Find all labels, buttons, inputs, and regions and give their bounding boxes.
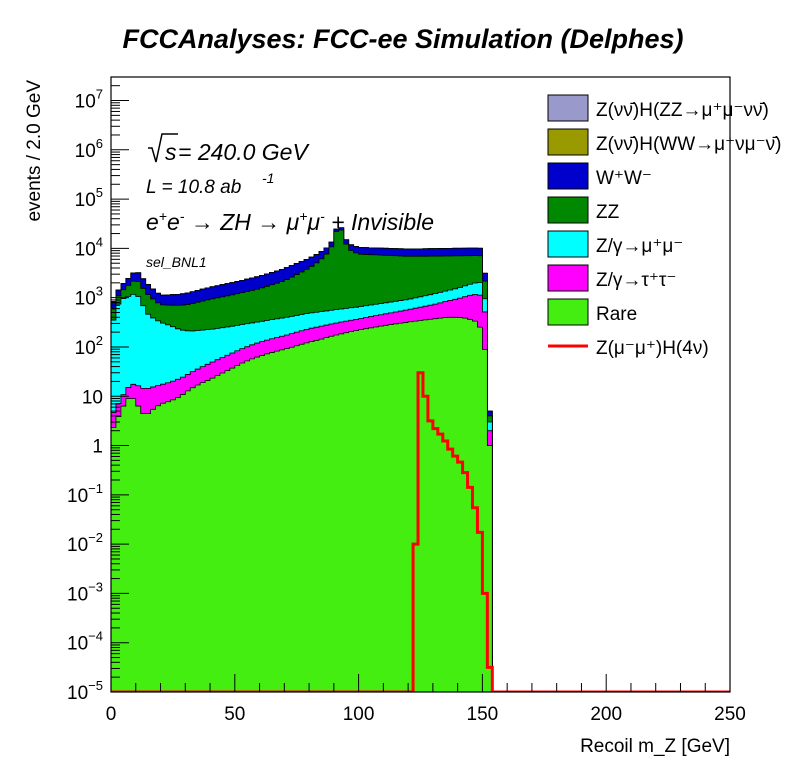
legend-swatch-4	[547, 230, 589, 258]
process-e1: e	[146, 209, 159, 235]
signal-line	[111, 371, 730, 692]
y-tick-label-9: 104	[75, 234, 103, 260]
x-tick-label-4: 200	[590, 704, 622, 725]
x-tick-label-5: 250	[714, 704, 746, 725]
annotation-energy: = 240.0 GeV	[178, 139, 310, 165]
x-axis: 0 50 100 150 200 250	[106, 674, 746, 725]
process-e2: e	[167, 209, 180, 235]
signal-line-group	[111, 371, 730, 692]
legend-label-7: Z(μ⁻μ⁺)H(4ν)	[596, 338, 709, 359]
y-tick-label-7: 102	[75, 333, 103, 359]
y-axis: 10−5 10−4 10−3 10−2 10−1 1 10 102 103 104 105 106 10…	[67, 76, 129, 704]
y-tick-label-3: 10−2	[67, 530, 103, 556]
legend-swatch-5	[547, 264, 589, 292]
legend-label-3: ZZ	[596, 202, 620, 223]
y-tick-label-8: 103	[75, 284, 103, 310]
x-tick-label-3: 150	[467, 704, 499, 725]
process-mu-minus: -	[320, 208, 325, 224]
y-tick-label-1: 10−4	[67, 629, 103, 655]
y-tick-label-10: 105	[75, 185, 103, 211]
legend-swatch-6	[547, 298, 589, 326]
legend-swatch-3	[547, 196, 589, 224]
y-tick-label-5: 1	[92, 437, 103, 458]
y-tick-label-11: 106	[75, 136, 103, 162]
legend-swatch-2	[547, 162, 589, 190]
annotation-sqrt-s: s	[165, 139, 177, 165]
legend-label-0: Z(νν̄)H(ZZ→μ⁺μ⁻νν̄)	[596, 100, 769, 121]
legend-swatch-1	[547, 128, 589, 156]
annotation-lumi-exp: -1	[262, 170, 274, 186]
x-tick-label-2: 100	[343, 704, 375, 725]
sqrt-symbol	[148, 133, 178, 163]
y-tick-label-0: 10−5	[67, 678, 103, 704]
y-tick-label-2: 10−3	[67, 579, 103, 605]
y-axis-label: events / 2.0 GeV	[24, 80, 45, 222]
plot-frame	[110, 76, 731, 693]
process-invisible: + Invisible	[325, 209, 434, 235]
chart-title: FCCAnalyses: FCC-ee Simulation (Delphes)	[122, 24, 683, 54]
y-tick-label-12: 107	[75, 87, 103, 113]
x-axis-label: Recoil m_Z [GeV]	[580, 736, 730, 757]
legend-label-1: Z(νν̄)H(WW→μ⁺νμ⁻ν̄)	[596, 134, 781, 155]
y-tick-label-6: 10	[82, 387, 103, 408]
series-area-0	[111, 316, 730, 692]
x-tick-label-0: 0	[106, 704, 117, 725]
process-sup-minus: -	[180, 208, 185, 224]
annotation-process: e+e- → ZH → μ+μ- + Invisible	[146, 208, 434, 235]
x-tick-label-1: 50	[224, 704, 245, 725]
legend: Z(νν̄)H(ZZ→μ⁺μ⁻νν̄) Z(νν̄)H(WW→μ⁺νμ⁻ν̄) W⁺…	[547, 94, 781, 359]
stack-areas	[111, 227, 730, 692]
annotation-lumi: L = 10.8 ab	[146, 177, 241, 198]
legend-label-6: Rare	[596, 304, 637, 325]
process-zh: → ZH → μ	[184, 209, 299, 235]
annotation-selection: sel_BNL1	[146, 254, 207, 270]
process-sup-plus: +	[159, 208, 167, 224]
process-mu: μ	[306, 209, 320, 235]
legend-label-5: Z/γ→τ⁺τ⁻	[596, 270, 676, 291]
y-tick-label-4: 10−1	[67, 481, 103, 507]
process-mu-plus: +	[299, 208, 307, 224]
legend-swatch-0	[547, 94, 589, 122]
annotation-block: s = 240.0 GeV L = 10.8 ab -1 e+e- → ZH →…	[146, 133, 434, 270]
legend-label-2: W⁺W⁻	[596, 168, 652, 189]
legend-label-4: Z/γ→μ⁺μ⁻	[596, 236, 683, 257]
